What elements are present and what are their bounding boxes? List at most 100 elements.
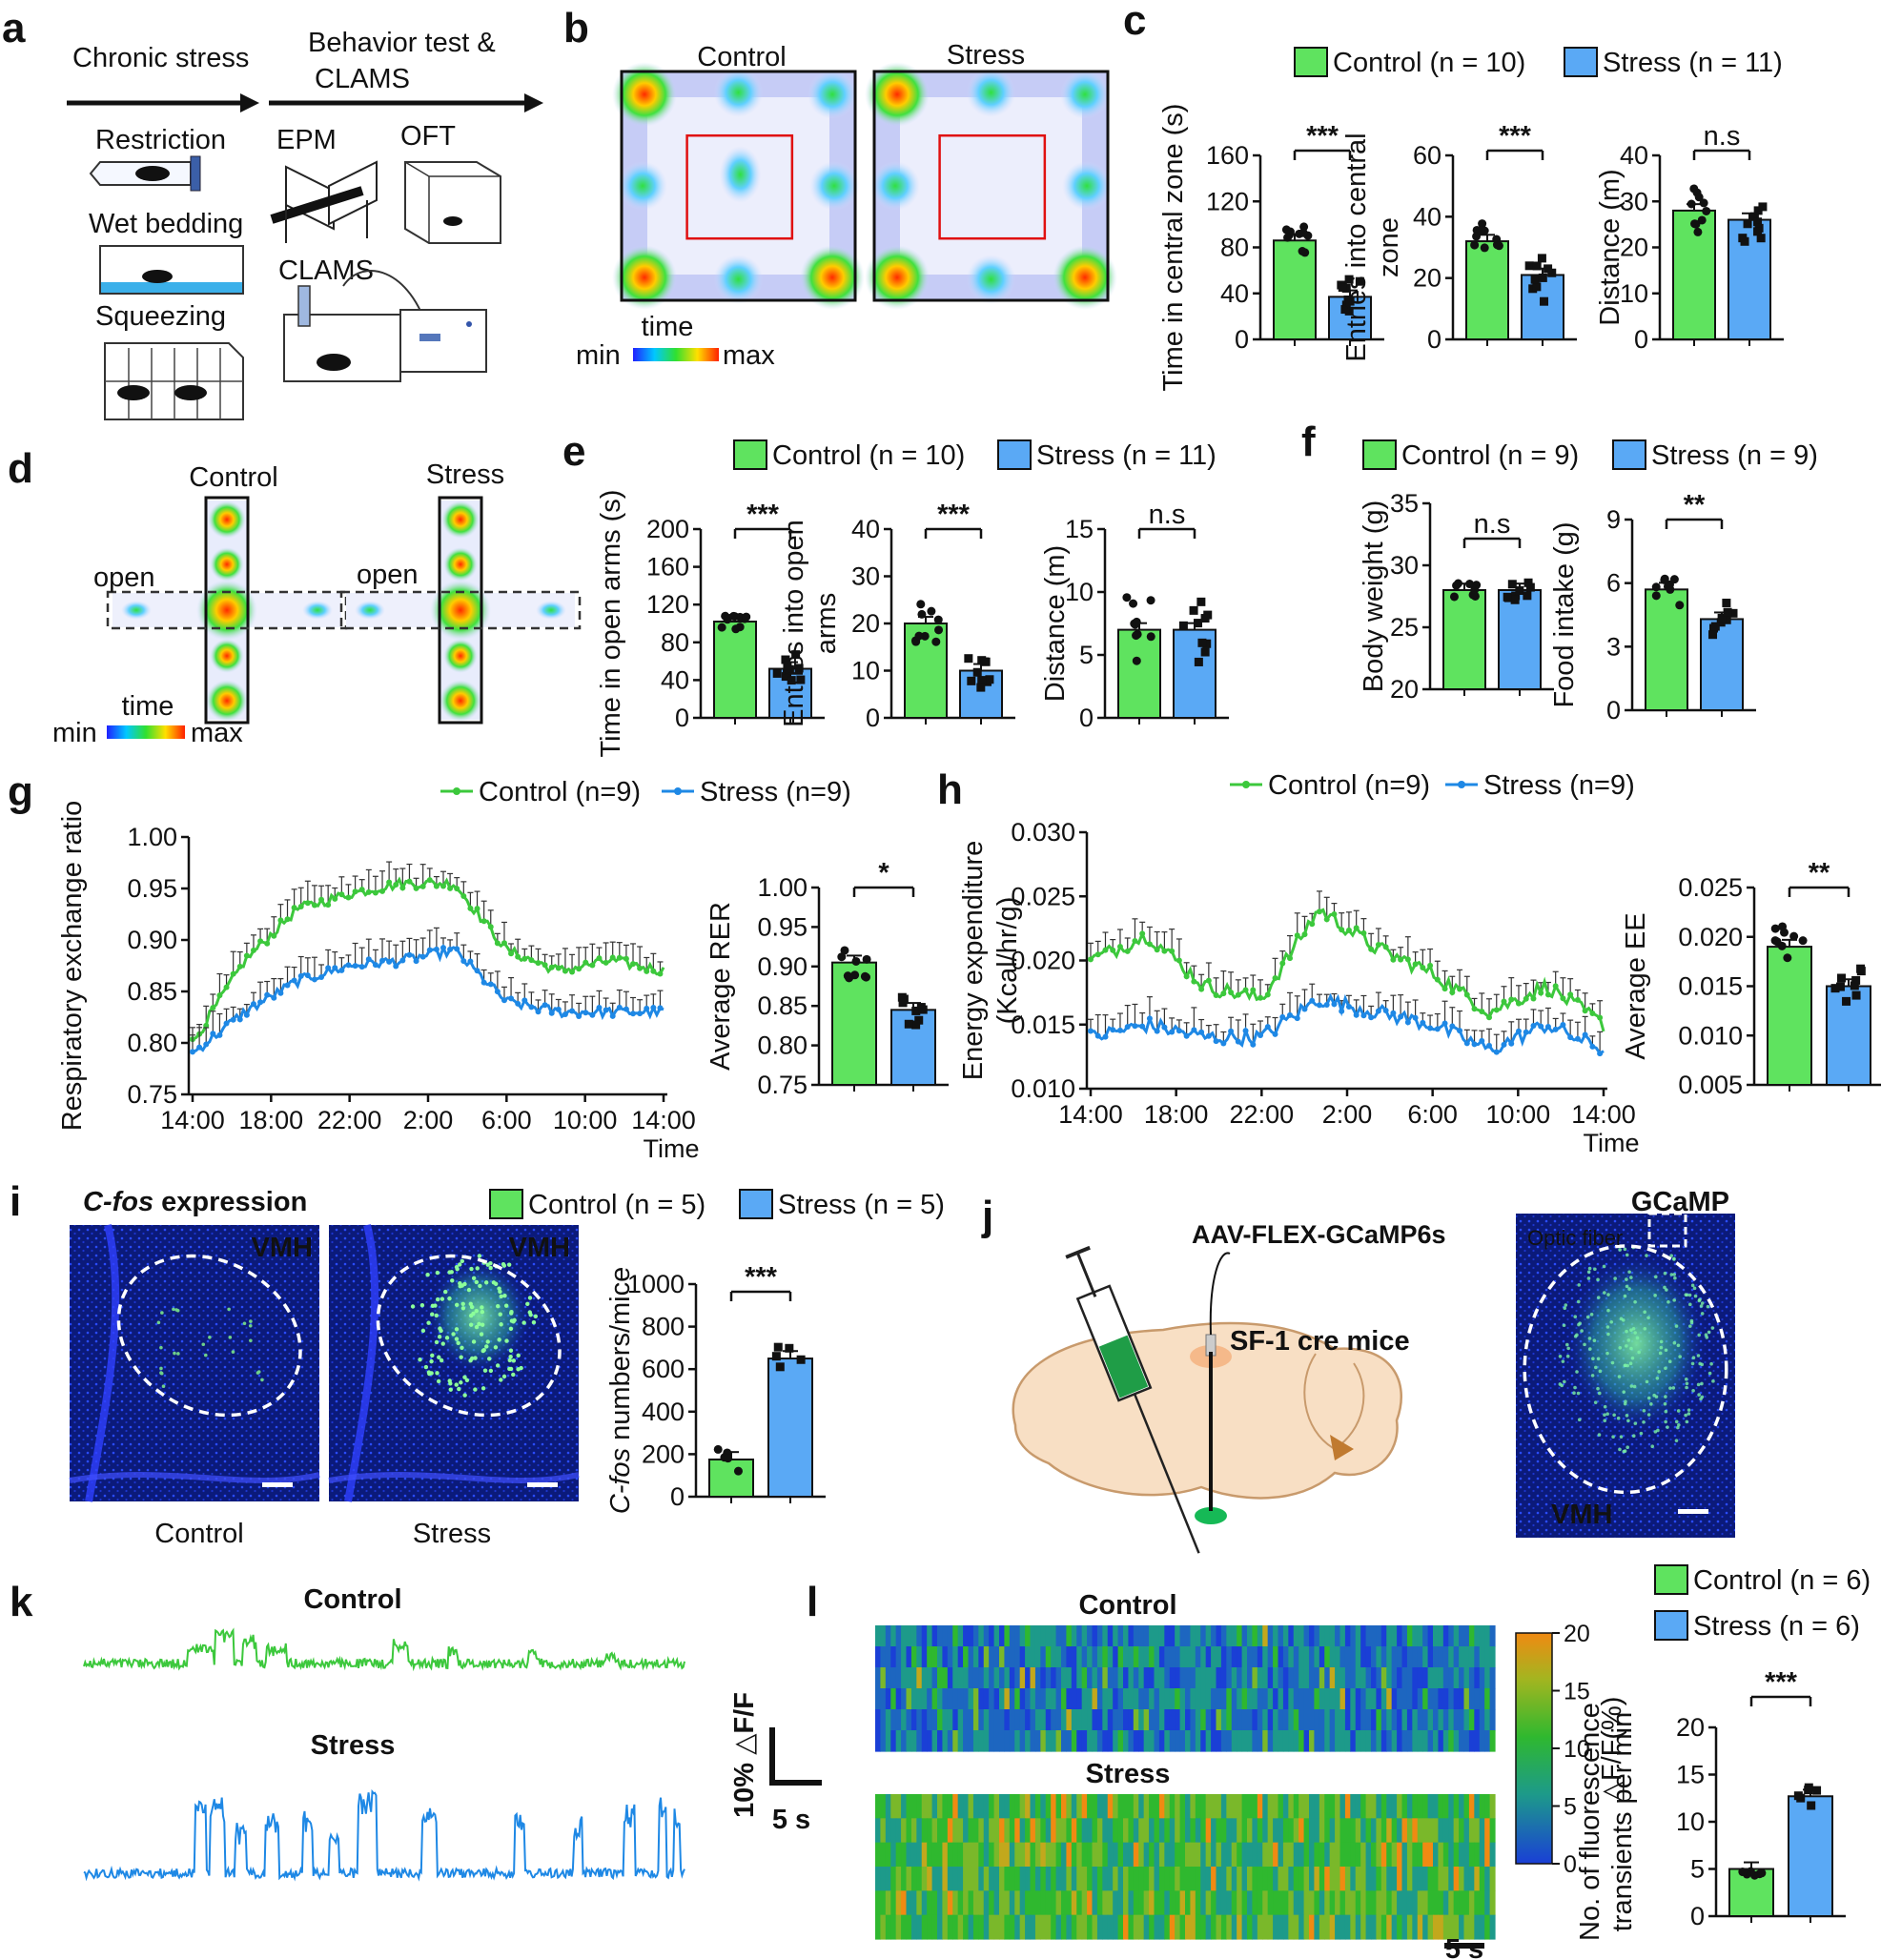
heatmap-cell <box>880 1709 887 1731</box>
data-point <box>1691 219 1701 229</box>
heatmap-cell <box>972 1914 979 1940</box>
heatmap-cell <box>1211 1818 1217 1844</box>
heatmap-cell <box>1185 1914 1192 1940</box>
heatmap-cell <box>1138 1730 1145 1752</box>
data-point <box>1722 615 1731 624</box>
heatmap-cell <box>978 1667 985 1689</box>
heatmap-cell <box>1350 1794 1357 1819</box>
heatmap-cell <box>885 1890 891 1916</box>
heatmap-cell <box>1092 1867 1098 1891</box>
heatmap-cell <box>1169 1867 1176 1891</box>
series-marker <box>250 1001 256 1008</box>
heatmap-cell <box>880 1688 887 1710</box>
data-point <box>1743 219 1752 229</box>
series-marker <box>521 997 528 1004</box>
heatmap-cell <box>1324 1688 1331 1710</box>
heatmap-cell <box>885 1914 891 1940</box>
heatmap-cell <box>968 1867 974 1891</box>
series-marker <box>311 902 317 909</box>
heatmap-cell <box>1298 1818 1305 1844</box>
legend-swatch-stress <box>1612 439 1646 470</box>
heatmap-cell <box>1262 1667 1269 1689</box>
series-marker <box>1471 1041 1478 1048</box>
series-marker <box>1427 962 1434 969</box>
y-axis-label: No. of fluorescence <box>1575 1703 1605 1941</box>
data-point <box>796 1355 806 1364</box>
series-marker <box>576 966 583 972</box>
heatmap-cell <box>942 1818 949 1844</box>
heatmap-cell <box>875 1709 882 1731</box>
heatmap-cell <box>1185 1794 1192 1819</box>
heatmap-cell <box>1231 1794 1237 1819</box>
series-marker <box>1471 1006 1478 1012</box>
heatmap-cell <box>1190 1709 1196 1731</box>
cfos-cell <box>479 1332 484 1337</box>
heatmap-cell <box>890 1818 897 1844</box>
data-point <box>1492 235 1502 244</box>
panel-label-j: j <box>981 1193 993 1239</box>
heatmap-cell <box>1034 1914 1041 1940</box>
gcamp-cell <box>1688 1324 1692 1328</box>
heatmap-cell <box>1397 1730 1403 1752</box>
heatmap-cell <box>1066 1667 1073 1689</box>
legend-label-control: Control (n = 10) <box>772 440 965 471</box>
heatmap-cell <box>1179 1914 1186 1940</box>
heatmap-cell <box>1355 1818 1361 1844</box>
heatmap-cell <box>1055 1667 1062 1689</box>
heatmap-cell <box>906 1842 912 1868</box>
heatmap-cell <box>1397 1818 1403 1844</box>
heatmap-cell <box>1376 1625 1382 1647</box>
heatmap-cell <box>999 1914 1006 1940</box>
panel-label-g: g <box>8 768 33 815</box>
heatmap-cell <box>1288 1818 1295 1844</box>
heatmap-cell <box>1190 1646 1196 1668</box>
cfos-cell <box>471 1311 476 1317</box>
scale-bar <box>262 1482 293 1487</box>
heatmap-cell <box>1051 1709 1057 1731</box>
heatmap-cell <box>1329 1818 1336 1844</box>
heatmap-cell <box>1438 1688 1444 1710</box>
heatmap-cell <box>1014 1688 1021 1710</box>
heatmap-cell <box>1335 1730 1341 1752</box>
heatmap-cell <box>880 1794 887 1819</box>
cfos-cell <box>521 1320 526 1325</box>
heatmap-cell <box>1220 1646 1227 1668</box>
heatmap-cell <box>1463 1890 1470 1916</box>
cfos-cell <box>434 1313 439 1318</box>
heatmap-cell <box>1324 1818 1331 1844</box>
heatmap-cell <box>1360 1646 1367 1668</box>
y-tick-label: 40 <box>661 665 689 694</box>
heatmap-cell <box>1442 1914 1449 1940</box>
open-arm-label-control: open <box>93 562 155 593</box>
heat-spot <box>612 62 677 127</box>
heatmap-cell <box>963 1794 970 1819</box>
heatmap-cell <box>989 1818 995 1844</box>
heatmap-cell <box>1380 1914 1387 1940</box>
heatmap-cell <box>1401 1818 1408 1844</box>
heatmap-cell <box>1149 1625 1155 1647</box>
gcamp-cell <box>1664 1409 1668 1414</box>
heatmap-cell <box>1200 1709 1207 1731</box>
heatmap-cell <box>1154 1667 1160 1689</box>
series-marker <box>1323 1001 1330 1008</box>
y-axis-label: Respiratory exchange ratio <box>57 801 88 1132</box>
heatmap-cell <box>978 1914 985 1940</box>
x-tick-label: 6:00 <box>1407 1100 1458 1129</box>
heatmap-cell <box>1195 1890 1201 1916</box>
heatmap-cell <box>1055 1709 1062 1731</box>
heatmap-cell <box>880 1818 887 1844</box>
heatmap-cell <box>1252 1794 1258 1819</box>
heatmap-cell <box>1169 1667 1176 1689</box>
gcamp-cell <box>1605 1351 1609 1356</box>
heatmap-cell <box>1096 1709 1103 1731</box>
heatmap-cell <box>1329 1890 1336 1916</box>
heatmap-cell <box>890 1914 897 1940</box>
heatmap-cell <box>1030 1667 1036 1689</box>
chronic-stress-title: Chronic stress <box>72 43 249 73</box>
heatmap-cell <box>1344 1646 1351 1668</box>
cfos-cell <box>161 1384 166 1389</box>
oft-box <box>404 161 501 244</box>
gcamp-vmh-label: VMH <box>1551 1500 1612 1530</box>
series-marker <box>1515 1000 1522 1007</box>
